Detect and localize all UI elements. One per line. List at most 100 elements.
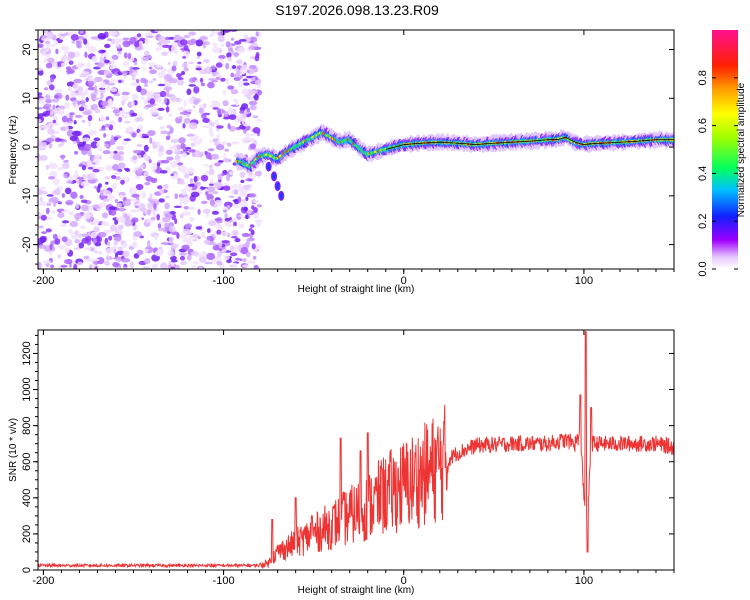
noise-blob xyxy=(202,117,210,123)
noise-blob xyxy=(96,62,105,68)
noise-blob xyxy=(122,266,129,269)
noise-blob xyxy=(237,196,242,203)
noise-blob xyxy=(136,33,142,38)
noise-blob xyxy=(68,121,73,125)
noise-blob xyxy=(100,49,106,53)
noise-blob xyxy=(118,109,126,116)
noise-blob xyxy=(50,196,59,203)
noise-blob xyxy=(186,167,195,174)
noise-blob xyxy=(176,144,182,150)
noise-blob xyxy=(180,234,188,239)
noise-blob xyxy=(123,213,128,218)
noise-blob xyxy=(134,176,140,179)
y-tick-label: 200 xyxy=(21,525,33,543)
noise-blob xyxy=(130,198,138,202)
noise-blob xyxy=(126,198,131,202)
noise-blob xyxy=(150,177,158,184)
noise-blob xyxy=(121,257,131,263)
x-tick-label: 100 xyxy=(575,275,593,287)
noise-blob xyxy=(248,228,253,232)
noise-blob xyxy=(249,224,255,228)
noise-blob xyxy=(65,125,69,132)
y-tick-label: 800 xyxy=(21,416,33,434)
noise-blob xyxy=(87,119,92,127)
noise-blob xyxy=(171,65,177,72)
noise-blob xyxy=(245,214,249,220)
noise-blob xyxy=(94,250,98,254)
noise-blob xyxy=(188,149,196,153)
noise-blob xyxy=(105,247,114,254)
noise-blob xyxy=(178,98,182,104)
noise-blob xyxy=(203,208,211,214)
noise-blob xyxy=(38,69,44,76)
noise-blob xyxy=(77,141,86,148)
noise-blob xyxy=(217,160,224,163)
noise-blob xyxy=(208,78,217,81)
snr-ylabel: SNR (10 * v/v) xyxy=(8,418,19,482)
noise-blob xyxy=(204,58,210,64)
noise-blob xyxy=(59,224,66,227)
noise-blob xyxy=(159,170,168,174)
noise-blob xyxy=(183,50,190,58)
noise-blob xyxy=(47,128,55,135)
noise-blob xyxy=(209,183,214,186)
noise-blob xyxy=(253,264,259,269)
noise-blob xyxy=(43,87,49,91)
noise-blob xyxy=(109,224,118,232)
y-tick-label: -10 xyxy=(21,188,33,204)
noise-blob xyxy=(226,142,232,147)
noise-blob xyxy=(94,108,100,114)
noise-blob xyxy=(123,138,131,142)
noise-blob xyxy=(83,143,91,152)
noise-blob xyxy=(45,62,53,69)
noise-blob xyxy=(54,188,61,196)
colorbar: 0.0 0.2 0.4 0.6 0.8 Normalized spectral ampl… xyxy=(697,30,747,277)
noise-blob xyxy=(237,46,246,54)
x-tick-label: 100 xyxy=(575,575,593,587)
noise-blob xyxy=(164,222,170,227)
noise-blob xyxy=(109,120,115,126)
noise-blob xyxy=(240,188,247,195)
noise-blob xyxy=(74,104,79,109)
noise-blob xyxy=(221,109,225,114)
noise-blob xyxy=(60,264,68,268)
noise-blob xyxy=(47,176,56,180)
noise-blob xyxy=(248,45,255,50)
noise-blob xyxy=(78,233,82,238)
noise-blob xyxy=(93,226,100,233)
noise-blob xyxy=(161,44,171,49)
noise-blob xyxy=(178,252,188,256)
noise-blob xyxy=(166,88,170,96)
noise-blob xyxy=(195,67,202,71)
noise-blob xyxy=(248,193,257,198)
noise-blob xyxy=(199,256,207,263)
colorbar-tick-label: 0.8 xyxy=(697,70,709,85)
noise-blob xyxy=(203,164,209,167)
noise-blob xyxy=(87,114,93,122)
noise-blob xyxy=(69,114,73,119)
x-tick-label: -100 xyxy=(213,275,235,287)
colorbar-tick-label: 0.4 xyxy=(697,166,709,181)
noise-blob xyxy=(75,203,80,209)
noise-blob xyxy=(252,255,257,260)
noise-blob xyxy=(156,162,161,167)
noise-blob xyxy=(183,34,191,39)
noise-blob xyxy=(169,126,174,134)
noise-blob xyxy=(136,249,144,255)
noise-blob xyxy=(242,184,251,190)
noise-blob xyxy=(41,231,48,235)
noise-blob xyxy=(154,235,159,241)
noise-blob xyxy=(239,74,243,79)
noise-blob xyxy=(57,244,66,250)
noise-blob xyxy=(104,143,110,148)
noise-blob xyxy=(183,201,188,205)
noise-blob xyxy=(211,65,216,70)
noise-blob xyxy=(206,194,214,201)
noise-blob xyxy=(206,252,216,261)
noise-blob xyxy=(221,249,227,252)
noise-blob xyxy=(38,43,44,48)
noise-blob xyxy=(217,251,222,258)
noise-blob xyxy=(160,125,166,129)
noise-blob xyxy=(233,98,238,103)
